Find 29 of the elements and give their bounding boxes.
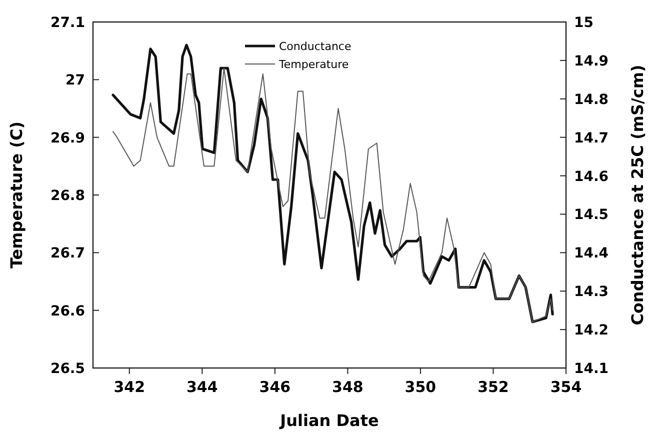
y-tick-label: 26.7 [50, 246, 85, 262]
y2-tick-label: 14.5 [574, 207, 609, 224]
y-tick-label: 26.5 [50, 361, 85, 377]
y2-tick-label: 14.1 [574, 361, 609, 377]
x-tick-label: 350 [404, 378, 436, 396]
x-tick-label: 346 [259, 378, 291, 396]
y-tick-label: 26.6 [50, 303, 85, 320]
x-tick-label: 344 [186, 378, 218, 396]
y2-tick-label: 14.8 [574, 92, 609, 108]
legend-label: Conductance [279, 40, 352, 53]
y-tick-label: 27.1 [50, 15, 85, 31]
legend-label: Temperature [278, 58, 349, 71]
y2-tick-label: 14.4 [574, 246, 609, 262]
y-axis-title: Temperature (C) [7, 121, 26, 269]
y-tick-label: 26.8 [50, 188, 85, 204]
y2-tick-label: 14.9 [574, 53, 609, 70]
x-tick-label: 354 [550, 378, 582, 396]
y2-tick-label: 14.7 [574, 130, 609, 146]
y2-tick-label: 14.3 [574, 284, 609, 300]
x-axis-title: Julian Date [279, 411, 379, 430]
x-tick-label: 352 [478, 378, 509, 396]
y2-tick-label: 14.6 [574, 168, 609, 185]
y-tick-label: 26.9 [50, 130, 85, 146]
y2-tick-label: 14.2 [574, 322, 609, 339]
x-tick-label: 348 [332, 378, 364, 396]
y2-tick-label: 15 [574, 15, 594, 31]
x-tick-label: 342 [114, 378, 146, 396]
y2-axis-title: Conductance at 25C (mS/cm) [628, 64, 647, 326]
y-tick-label: 27 [66, 72, 85, 89]
